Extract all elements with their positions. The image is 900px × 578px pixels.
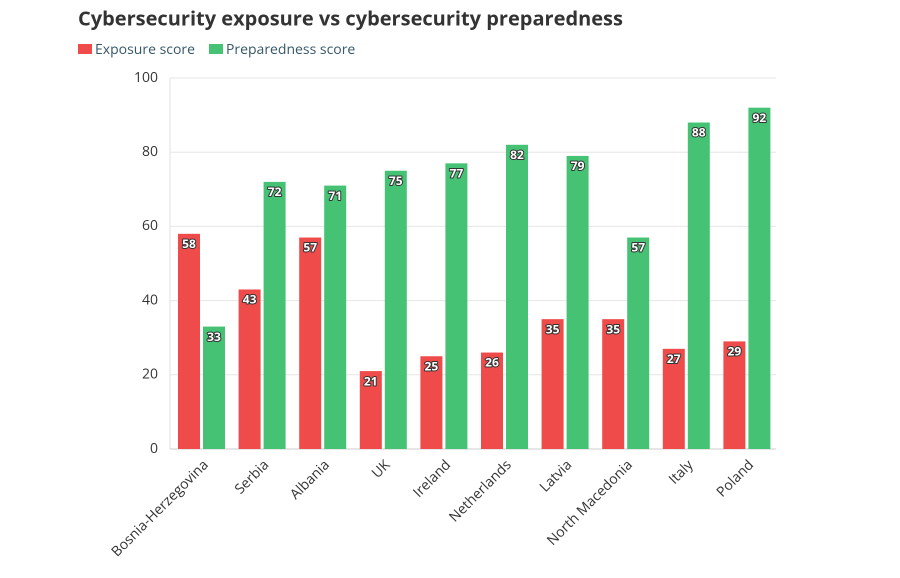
data-label: 92 bbox=[753, 109, 767, 126]
chart-title: Cybersecurity exposure vs cybersecurity … bbox=[78, 4, 623, 31]
bar bbox=[420, 356, 443, 449]
y-tick-label: 40 bbox=[142, 290, 158, 309]
y-tick-label: 60 bbox=[142, 216, 158, 235]
x-tick-label: UK bbox=[368, 455, 395, 482]
bar bbox=[324, 185, 347, 449]
bar bbox=[238, 289, 261, 449]
data-label: 75 bbox=[389, 172, 403, 189]
bar bbox=[299, 237, 322, 449]
data-label: 26 bbox=[485, 354, 499, 371]
bar bbox=[602, 319, 625, 449]
bar bbox=[359, 371, 382, 449]
data-label: 35 bbox=[606, 320, 620, 337]
x-tick-label: Albania bbox=[286, 456, 334, 504]
data-label: 29 bbox=[728, 343, 742, 360]
x-tick-label: Netherlands bbox=[445, 456, 516, 527]
data-label: 82 bbox=[510, 146, 524, 163]
y-tick-label: 80 bbox=[142, 142, 158, 161]
bar bbox=[566, 155, 589, 449]
bar bbox=[506, 144, 528, 449]
data-label: 57 bbox=[631, 239, 645, 256]
data-label: 77 bbox=[450, 165, 464, 182]
bar bbox=[723, 341, 746, 449]
bar bbox=[627, 237, 650, 449]
x-tick-label: Poland bbox=[712, 456, 757, 501]
data-label: 79 bbox=[571, 157, 585, 174]
bar bbox=[481, 352, 503, 449]
x-tick-label: Italy bbox=[665, 455, 698, 488]
data-label: 71 bbox=[328, 187, 342, 204]
x-tick-label: Serbia bbox=[231, 456, 274, 499]
y-tick-label: 20 bbox=[142, 365, 158, 384]
data-label: 33 bbox=[207, 328, 221, 345]
y-tick-label: 100 bbox=[134, 68, 158, 87]
legend-label: Exposure score bbox=[95, 40, 195, 59]
data-label: 25 bbox=[425, 357, 439, 374]
bar bbox=[748, 107, 771, 450]
bar bbox=[384, 170, 407, 449]
bar bbox=[445, 163, 468, 449]
x-tick-label: Ireland bbox=[409, 456, 455, 502]
bar bbox=[662, 348, 685, 449]
bar bbox=[178, 233, 200, 449]
bar bbox=[203, 326, 225, 449]
x-tick-label: Latvia bbox=[536, 456, 577, 497]
data-label: 72 bbox=[268, 183, 282, 200]
data-label: 58 bbox=[182, 235, 196, 252]
bar bbox=[263, 181, 286, 449]
legend-label: Preparedness score bbox=[226, 40, 355, 59]
bar bbox=[541, 319, 564, 449]
legend-swatch bbox=[78, 44, 92, 54]
data-label: 88 bbox=[692, 124, 706, 141]
data-label: 35 bbox=[546, 320, 560, 337]
y-tick-label: 0 bbox=[150, 439, 158, 458]
bar bbox=[687, 122, 710, 450]
data-label: 21 bbox=[364, 372, 378, 389]
data-label: 27 bbox=[667, 350, 681, 367]
data-label: 57 bbox=[303, 239, 317, 256]
x-tick-label: Bosnia-Herzegovina bbox=[107, 456, 212, 561]
legend-swatch bbox=[208, 44, 223, 54]
data-label: 43 bbox=[243, 291, 257, 308]
